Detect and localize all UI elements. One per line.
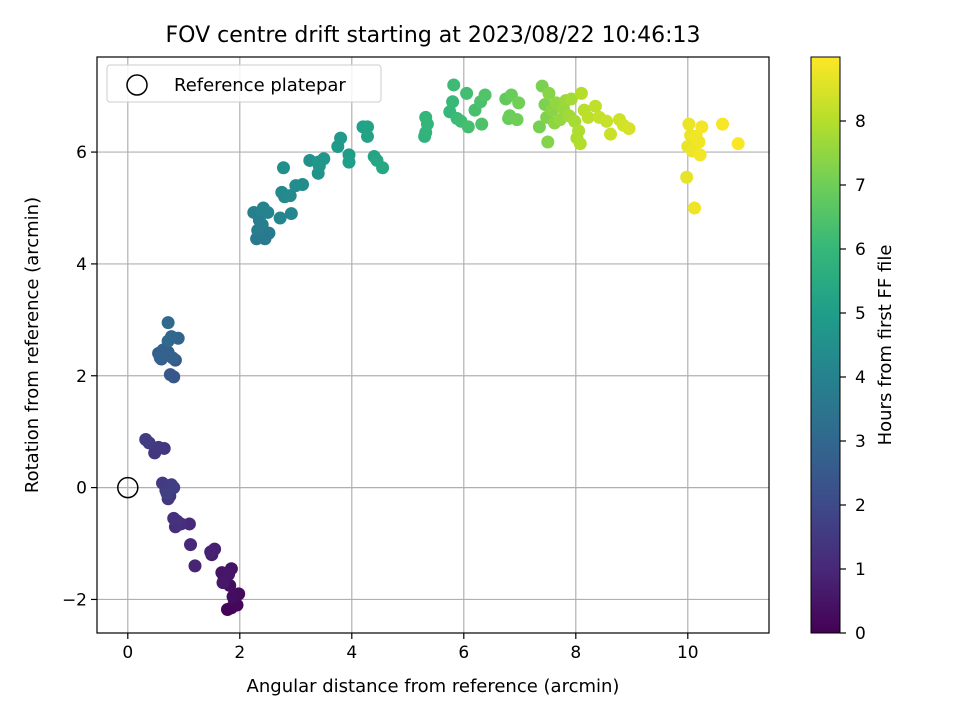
data-point: [581, 110, 595, 124]
data-point: [284, 207, 298, 221]
colorbar-tick-label: 6: [855, 240, 866, 260]
data-point: [276, 161, 290, 175]
data-point: [588, 99, 602, 113]
data-point: [460, 86, 474, 100]
data-point: [204, 545, 218, 559]
data-point: [273, 211, 287, 225]
data-point: [161, 316, 175, 330]
data-point: [166, 351, 180, 365]
colorbar-tick-label: 7: [855, 176, 866, 196]
data-point: [376, 161, 390, 175]
data-point: [716, 117, 730, 131]
data-point: [510, 113, 524, 127]
data-point: [160, 486, 174, 500]
data-point: [167, 511, 181, 525]
data-point: [296, 178, 310, 192]
y-tick-label: −2: [62, 590, 87, 610]
x-axis-ticks: 0 2 4 6 8 10: [122, 633, 699, 663]
data-point: [226, 590, 240, 604]
data-point: [139, 433, 153, 447]
data-point: [532, 120, 546, 134]
y-axis-ticks: −2 0 2 4 6: [62, 143, 97, 610]
data-point: [573, 137, 587, 151]
data-point: [334, 131, 348, 145]
data-point: [342, 155, 356, 169]
legend-marker-open-circle: [126, 74, 148, 96]
data-point: [478, 88, 492, 102]
data-point: [184, 538, 198, 552]
colorbar-tick-label: 1: [855, 560, 866, 580]
data-point: [692, 135, 706, 149]
x-tick-label: 4: [346, 643, 357, 663]
data-point: [542, 86, 556, 100]
data-point: [600, 114, 614, 128]
data-point: [682, 117, 696, 131]
data-point: [693, 148, 707, 162]
data-point: [461, 120, 475, 134]
legend: Reference platepar: [106, 64, 382, 103]
data-point: [447, 78, 461, 92]
data-point: [256, 201, 270, 215]
x-tick-label: 10: [677, 643, 699, 663]
y-tick-label: 6: [76, 143, 87, 163]
data-point: [541, 135, 555, 149]
plot-frame: [96, 56, 770, 634]
y-tick-label: 4: [76, 255, 87, 275]
colorbar-label: Hours from first FF file: [875, 245, 896, 446]
data-point: [564, 92, 578, 106]
x-tick-label: 2: [234, 643, 245, 663]
y-axis-label: Rotation from reference (arcmin): [22, 197, 43, 493]
data-point: [604, 127, 618, 141]
data-point: [622, 122, 636, 136]
colorbar-tick-label: 0: [855, 624, 866, 644]
data-point: [188, 559, 202, 573]
data-points: [139, 78, 745, 617]
data-point: [311, 155, 325, 169]
colorbar-tick-label: 8: [855, 112, 866, 132]
data-point: [283, 189, 297, 203]
data-point: [512, 96, 526, 110]
data-point: [153, 351, 167, 365]
x-tick-label: 0: [122, 643, 133, 663]
data-point: [161, 334, 175, 348]
data-point: [475, 117, 489, 131]
legend-box: [106, 64, 382, 103]
colorbar-ticks: 0 1 2 3 4 5 6 7 8: [840, 112, 866, 644]
data-point: [574, 86, 588, 100]
colorbar-tick-label: 5: [855, 304, 866, 324]
data-point: [419, 110, 433, 124]
colorbar-tick-label: 2: [855, 496, 866, 516]
data-point: [680, 170, 694, 184]
data-point: [360, 129, 374, 143]
data-point: [446, 95, 460, 109]
data-point: [216, 576, 230, 590]
y-tick-label: 2: [76, 367, 87, 387]
colorbar: 0 1 2 3 4 5 6 7 8 Hours from first FF file: [810, 56, 896, 644]
legend-label: Reference platepar: [174, 75, 346, 96]
reference-platepar-marker: [117, 476, 139, 499]
data-point: [688, 201, 702, 215]
data-point: [695, 120, 709, 134]
y-tick-label: 0: [76, 479, 87, 499]
data-point: [163, 368, 177, 382]
colorbar-gradient: [810, 56, 841, 634]
colorbar-tick-label: 3: [855, 432, 866, 452]
x-axis-label: Angular distance from reference (arcmin): [247, 676, 620, 697]
colorbar-tick-label: 4: [855, 368, 866, 388]
data-point: [360, 120, 374, 134]
grid: [97, 57, 769, 633]
x-tick-label: 6: [458, 643, 469, 663]
x-tick-label: 8: [570, 643, 581, 663]
data-point: [572, 124, 586, 138]
chart-title: FOV centre drift starting at 2023/08/22 …: [166, 23, 701, 48]
data-point: [731, 137, 745, 151]
